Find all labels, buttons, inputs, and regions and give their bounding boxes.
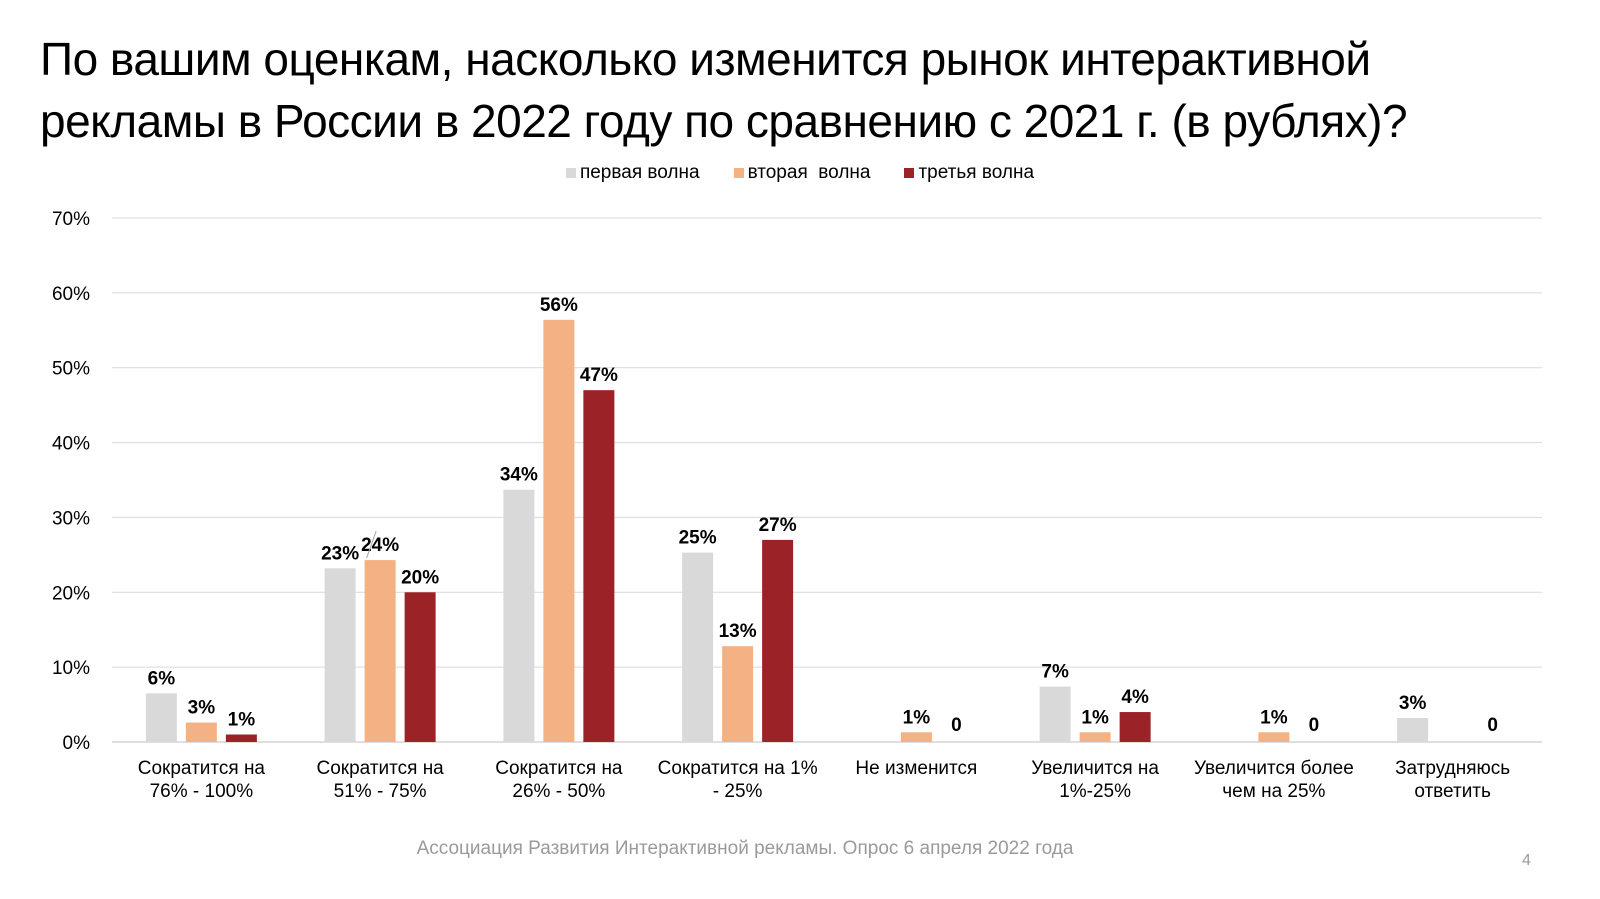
chart-legend: первая волна вторая волна третья волна [0, 162, 1600, 184]
bar [145, 693, 177, 742]
data-label: 25% [679, 528, 717, 549]
title-line-2: рекламы в России в 2022 году по сравнени… [40, 95, 1408, 147]
y-tick-label: 60% [52, 284, 90, 305]
category-label: 26% - 50% [512, 781, 605, 802]
bar-chart: 0% 10% 20% 30% 40% 50% 60% 70% 6% 3% 1% Сократится … [52, 209, 1542, 802]
bar [900, 732, 932, 742]
data-label: 56% [540, 295, 578, 316]
y-tick-label: 50% [52, 359, 90, 380]
legend-item-wave-3: третья волна [904, 162, 1034, 184]
category-label: 51% - 75% [334, 781, 427, 802]
legend-label-wave-1: первая волна [579, 162, 700, 183]
y-tick-label: 0% [63, 733, 91, 754]
category-label: - 25% [713, 781, 763, 802]
source-footer: Ассоциация Развития Интерактивной реклам… [416, 838, 1074, 859]
bar [762, 539, 794, 742]
category-label: Сократится на [138, 758, 266, 779]
category-label: чем на 25% [1222, 781, 1325, 802]
category-label: Сократится на [495, 758, 623, 779]
bar [225, 734, 257, 742]
category-label: Не изменится [855, 758, 977, 779]
bar [682, 552, 714, 742]
data-label: 7% [1041, 662, 1069, 683]
bar [404, 592, 436, 742]
bar [1397, 718, 1429, 742]
data-label: 0 [1309, 715, 1320, 736]
bar [583, 390, 615, 742]
y-tick-label: 40% [52, 434, 90, 455]
category-label: 1%-25% [1059, 781, 1131, 802]
legend-item-wave-1: первая волна [565, 162, 700, 184]
data-label: 34% [500, 465, 538, 486]
y-tick-label: 70% [52, 209, 90, 230]
data-label: 0 [951, 715, 962, 736]
leader-line [366, 530, 377, 559]
data-label: 3% [1399, 693, 1427, 714]
category-label: Сократится на 1% [658, 758, 818, 779]
data-label: 1% [228, 710, 256, 731]
data-label: 1% [1081, 707, 1109, 728]
y-tick-label: 10% [52, 658, 90, 679]
data-label: 24% [361, 535, 399, 556]
y-tick-label: 20% [52, 583, 90, 604]
data-label: 1% [1260, 707, 1288, 728]
page-number: 4 [1522, 852, 1531, 869]
legend-swatch-wave-2 [733, 168, 744, 178]
data-label: 0 [1487, 715, 1498, 736]
legend-swatch-wave-1 [565, 168, 576, 178]
data-label: 6% [148, 668, 176, 689]
bar [364, 560, 396, 742]
category-label: Увеличится на [1031, 758, 1159, 779]
category-label: Затрудняюсь [1395, 758, 1510, 779]
category-label: Сократится на [317, 758, 445, 779]
bar [503, 489, 535, 742]
legend-item-wave-2: вторая волна [733, 162, 871, 184]
bar [1119, 712, 1151, 742]
data-label: 13% [719, 621, 757, 642]
bar [1039, 686, 1071, 742]
legend-label-wave-2: вторая волна [747, 162, 871, 183]
data-label: 4% [1121, 687, 1149, 708]
data-label: 3% [188, 698, 216, 719]
bar [185, 722, 217, 742]
bar [543, 319, 575, 742]
data-label: 47% [580, 365, 618, 386]
y-tick-label: 30% [52, 508, 90, 529]
legend-label-wave-3: третья волна [918, 162, 1035, 183]
page-title: По вашим оценкам, насколько изменится ры… [40, 28, 1580, 152]
bar [722, 646, 754, 742]
title-line-1: По вашим оценкам, насколько изменится ры… [40, 33, 1371, 85]
data-label: 1% [903, 707, 931, 728]
legend-swatch-wave-3 [904, 168, 915, 178]
data-label: 23% [321, 543, 359, 564]
category-label: Увеличится более [1194, 758, 1354, 779]
category-label: ответить [1414, 781, 1491, 802]
data-label: 27% [759, 515, 797, 536]
bar [1079, 732, 1111, 742]
bar [1258, 732, 1290, 742]
data-label: 20% [401, 567, 439, 588]
bar [324, 568, 356, 742]
category-label: 76% - 100% [150, 781, 254, 802]
